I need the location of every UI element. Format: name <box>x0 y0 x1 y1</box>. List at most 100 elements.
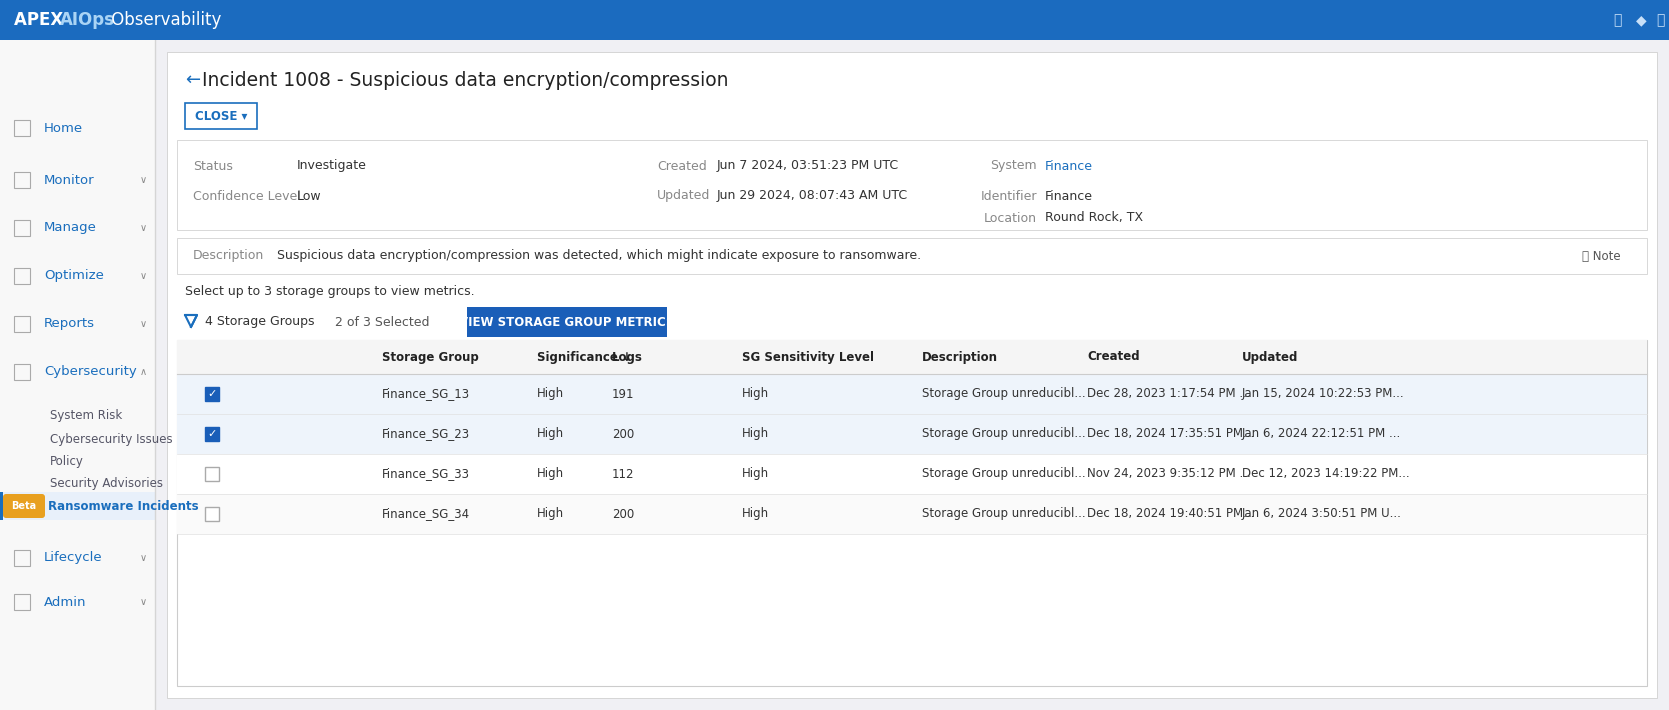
Text: Cybersecurity: Cybersecurity <box>43 366 137 378</box>
Text: Storage Group: Storage Group <box>382 351 479 364</box>
Text: High: High <box>743 467 769 481</box>
Text: Nov 24, 2023 9:35:12 PM ...: Nov 24, 2023 9:35:12 PM ... <box>1087 467 1250 481</box>
FancyBboxPatch shape <box>467 307 668 337</box>
FancyBboxPatch shape <box>205 427 219 441</box>
Text: Updated: Updated <box>1242 351 1298 364</box>
Text: 🗒 Note: 🗒 Note <box>1582 249 1621 263</box>
Text: Logs: Logs <box>613 351 643 364</box>
Text: Suspicious data encryption/compression was detected, which might indicate exposu: Suspicious data encryption/compression w… <box>277 249 921 263</box>
FancyBboxPatch shape <box>3 494 45 518</box>
FancyBboxPatch shape <box>0 492 155 520</box>
Text: Finance_SG_13: Finance_SG_13 <box>382 388 471 400</box>
Text: ∨: ∨ <box>140 223 147 233</box>
FancyBboxPatch shape <box>205 507 219 521</box>
Text: System: System <box>990 160 1036 173</box>
Text: 🗨: 🗨 <box>1656 13 1664 27</box>
Text: CLOSE ▾: CLOSE ▾ <box>195 109 247 123</box>
FancyBboxPatch shape <box>177 340 1647 686</box>
Text: Jan 6, 2024 22:12:51 PM ...: Jan 6, 2024 22:12:51 PM ... <box>1242 427 1402 440</box>
FancyBboxPatch shape <box>155 40 1669 710</box>
Text: ∨: ∨ <box>140 175 147 185</box>
Text: ∨: ∨ <box>140 597 147 607</box>
Text: 200: 200 <box>613 427 634 440</box>
FancyBboxPatch shape <box>177 238 1647 274</box>
FancyBboxPatch shape <box>167 52 1657 698</box>
Text: Home: Home <box>43 121 83 134</box>
Text: Storage Group unreducibl...: Storage Group unreducibl... <box>921 467 1085 481</box>
Text: ∨: ∨ <box>140 553 147 563</box>
Text: Jun 29 2024, 08:07:43 AM UTC: Jun 29 2024, 08:07:43 AM UTC <box>718 190 908 202</box>
Text: High: High <box>743 427 769 440</box>
Text: Identifier: Identifier <box>980 190 1036 202</box>
Text: Dec 18, 2024 19:40:51 PM...: Dec 18, 2024 19:40:51 PM... <box>1087 508 1255 520</box>
Text: ✓: ✓ <box>207 389 217 399</box>
Text: 112: 112 <box>613 467 634 481</box>
FancyBboxPatch shape <box>177 140 1647 230</box>
Text: Reports: Reports <box>43 317 95 330</box>
FancyBboxPatch shape <box>177 340 1647 374</box>
Text: Dec 12, 2023 14:19:22 PM...: Dec 12, 2023 14:19:22 PM... <box>1242 467 1410 481</box>
FancyBboxPatch shape <box>177 374 1647 414</box>
Text: 🔍: 🔍 <box>1612 13 1621 27</box>
FancyBboxPatch shape <box>205 387 219 401</box>
Text: Admin: Admin <box>43 596 87 608</box>
Text: Finance_SG_23: Finance_SG_23 <box>382 427 471 440</box>
Text: Observability: Observability <box>107 11 222 29</box>
Text: Cybersecurity Issues: Cybersecurity Issues <box>50 434 172 447</box>
Text: High: High <box>537 467 564 481</box>
FancyBboxPatch shape <box>177 414 1647 454</box>
Text: Storage Group unreducibl...: Storage Group unreducibl... <box>921 427 1085 440</box>
Text: High: High <box>743 508 769 520</box>
Text: Dec 18, 2024 17:35:51 PM...: Dec 18, 2024 17:35:51 PM... <box>1087 427 1253 440</box>
Text: Created: Created <box>658 160 706 173</box>
Text: Finance: Finance <box>1045 160 1093 173</box>
Text: Jan 6, 2024 3:50:51 PM U...: Jan 6, 2024 3:50:51 PM U... <box>1242 508 1402 520</box>
Text: Beta: Beta <box>12 501 37 511</box>
Text: Storage Group unreducibl...: Storage Group unreducibl... <box>921 508 1085 520</box>
Text: 2 of 3 Selected: 2 of 3 Selected <box>335 315 429 329</box>
Text: Jun 7 2024, 03:51:23 PM UTC: Jun 7 2024, 03:51:23 PM UTC <box>718 160 900 173</box>
Text: ∨: ∨ <box>140 271 147 281</box>
Text: Monitor: Monitor <box>43 173 95 187</box>
Text: SG Sensitivity Level: SG Sensitivity Level <box>743 351 875 364</box>
Text: Ransomware Incidents: Ransomware Incidents <box>48 500 199 513</box>
Text: Status: Status <box>194 160 234 173</box>
Text: Jan 15, 2024 10:22:53 PM...: Jan 15, 2024 10:22:53 PM... <box>1242 388 1405 400</box>
Text: Description: Description <box>194 249 264 263</box>
Text: APEX: APEX <box>13 11 68 29</box>
Text: Finance_SG_33: Finance_SG_33 <box>382 467 471 481</box>
Text: 191: 191 <box>613 388 634 400</box>
FancyBboxPatch shape <box>0 40 155 710</box>
Text: ◆: ◆ <box>1636 13 1646 27</box>
FancyBboxPatch shape <box>205 467 219 481</box>
Text: Description: Description <box>921 351 998 364</box>
Text: ∨: ∨ <box>140 319 147 329</box>
FancyBboxPatch shape <box>177 494 1647 534</box>
Text: Location: Location <box>985 212 1036 224</box>
Text: Significance ↓: Significance ↓ <box>537 351 633 364</box>
Text: Storage Group unreducibl...: Storage Group unreducibl... <box>921 388 1085 400</box>
Text: System Risk: System Risk <box>50 410 122 422</box>
FancyBboxPatch shape <box>0 492 3 520</box>
Text: Round Rock, TX: Round Rock, TX <box>1045 212 1143 224</box>
Text: Finance_SG_34: Finance_SG_34 <box>382 508 471 520</box>
Text: 4 Storage Groups: 4 Storage Groups <box>205 315 314 329</box>
Text: High: High <box>537 508 564 520</box>
Text: High: High <box>537 388 564 400</box>
Text: ✓: ✓ <box>207 429 217 439</box>
Text: Select up to 3 storage groups to view metrics.: Select up to 3 storage groups to view me… <box>185 285 474 298</box>
Text: AIOps: AIOps <box>60 11 115 29</box>
Text: ←: ← <box>185 71 200 89</box>
Text: Updated: Updated <box>658 190 711 202</box>
Text: Incident 1008 - Suspicious data encryption/compression: Incident 1008 - Suspicious data encrypti… <box>202 70 728 89</box>
Text: 200: 200 <box>613 508 634 520</box>
Text: Created: Created <box>1087 351 1140 364</box>
Text: Finance: Finance <box>1045 190 1093 202</box>
Text: Optimize: Optimize <box>43 270 103 283</box>
FancyBboxPatch shape <box>185 103 257 129</box>
FancyBboxPatch shape <box>0 0 1669 40</box>
Text: Policy: Policy <box>50 456 83 469</box>
Text: VIEW STORAGE GROUP METRICS: VIEW STORAGE GROUP METRICS <box>459 315 674 329</box>
Text: Dec 28, 2023 1:17:54 PM ...: Dec 28, 2023 1:17:54 PM ... <box>1087 388 1250 400</box>
Text: High: High <box>537 427 564 440</box>
